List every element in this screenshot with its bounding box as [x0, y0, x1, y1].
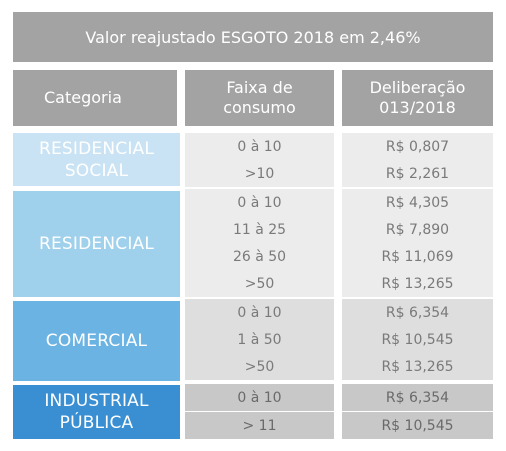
table-row-faixa: 0 à 10 — [185, 299, 334, 326]
category-comercial: COMERCIAL — [13, 301, 180, 381]
header-categoria: Categoria — [13, 70, 177, 126]
table-row-faixa: >50 — [185, 270, 334, 297]
table-row-faixa: >50 — [185, 353, 334, 380]
header-faixa-line1: Faixa de — [226, 78, 293, 97]
category-industrial-publica: INDUSTRIAL PÚBLICA — [13, 385, 180, 439]
category-line1: RESIDENCIAL — [38, 138, 155, 159]
header-delib-line2: 013/2018 — [379, 98, 456, 117]
header-faixa-consumo: Faixa de consumo — [185, 70, 334, 126]
category-line1: INDUSTRIAL — [44, 391, 149, 411]
header-delib-line1: Deliberação — [369, 78, 466, 97]
table-row-valor: R$ 2,261 — [342, 160, 493, 187]
table-row-faixa: 0 à 10 — [185, 189, 334, 216]
table-row-faixa: 0 à 10 — [185, 133, 334, 160]
category-line2: SOCIAL — [64, 160, 129, 181]
category-line1: RESIDENCIAL — [38, 234, 155, 254]
table-row-faixa: >10 — [185, 160, 334, 187]
table-row-valor: R$ 10,545 — [342, 412, 493, 439]
category-line1: COMERCIAL — [45, 331, 148, 351]
table-row-faixa: 11 à 25 — [185, 216, 334, 243]
table-row-valor: R$ 11,069 — [342, 243, 493, 270]
table-row-faixa: > 11 — [185, 412, 334, 439]
table-row-valor: R$ 6,354 — [342, 299, 493, 326]
table-row-valor: R$ 6,354 — [342, 384, 493, 411]
table-title: Valor reajustado ESGOTO 2018 em 2,46% — [13, 12, 493, 62]
category-residencial: RESIDENCIAL — [13, 191, 180, 297]
table-row-valor: R$ 0,807 — [342, 133, 493, 160]
header-faixa-line2: consumo — [223, 98, 296, 117]
table-row-valor: R$ 13,265 — [342, 353, 493, 380]
table-row-faixa: 0 à 10 — [185, 384, 334, 411]
category-residencial-social: RESIDENCIAL SOCIAL — [13, 133, 180, 186]
header-deliberacao: Deliberação 013/2018 — [342, 70, 493, 126]
table-row-faixa: 1 à 50 — [185, 326, 334, 353]
category-line2: PÚBLICA — [59, 413, 134, 433]
table-row-valor: R$ 7,890 — [342, 216, 493, 243]
table-row-valor: R$ 4,305 — [342, 189, 493, 216]
table-row-valor: R$ 13,265 — [342, 270, 493, 297]
table-row-faixa: 26 à 50 — [185, 243, 334, 270]
table-row-valor: R$ 10,545 — [342, 326, 493, 353]
